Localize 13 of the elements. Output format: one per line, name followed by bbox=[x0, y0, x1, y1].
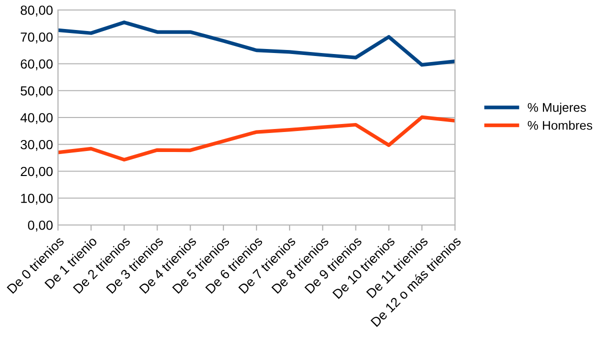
y-tick-label: 30,00 bbox=[20, 140, 53, 151]
y-tick-label: 70,00 bbox=[20, 32, 53, 44]
y-tick-label: 10,00 bbox=[21, 194, 53, 205]
y-tick-label: 80,00 bbox=[20, 6, 53, 16]
y-tick-label: 60,00 bbox=[20, 59, 53, 70]
y-tick-label: 50,00 bbox=[20, 86, 53, 98]
y-tick-label: 0,00 bbox=[28, 220, 53, 232]
line-series bbox=[58, 115, 455, 162]
legend-label: % Hombres bbox=[528, 120, 592, 130]
line-series bbox=[58, 20, 455, 67]
y-tick-label: 20,00 bbox=[20, 166, 53, 178]
y-tick-label: 40,00 bbox=[20, 113, 53, 124]
legend-label: % Mujeres bbox=[528, 102, 586, 114]
